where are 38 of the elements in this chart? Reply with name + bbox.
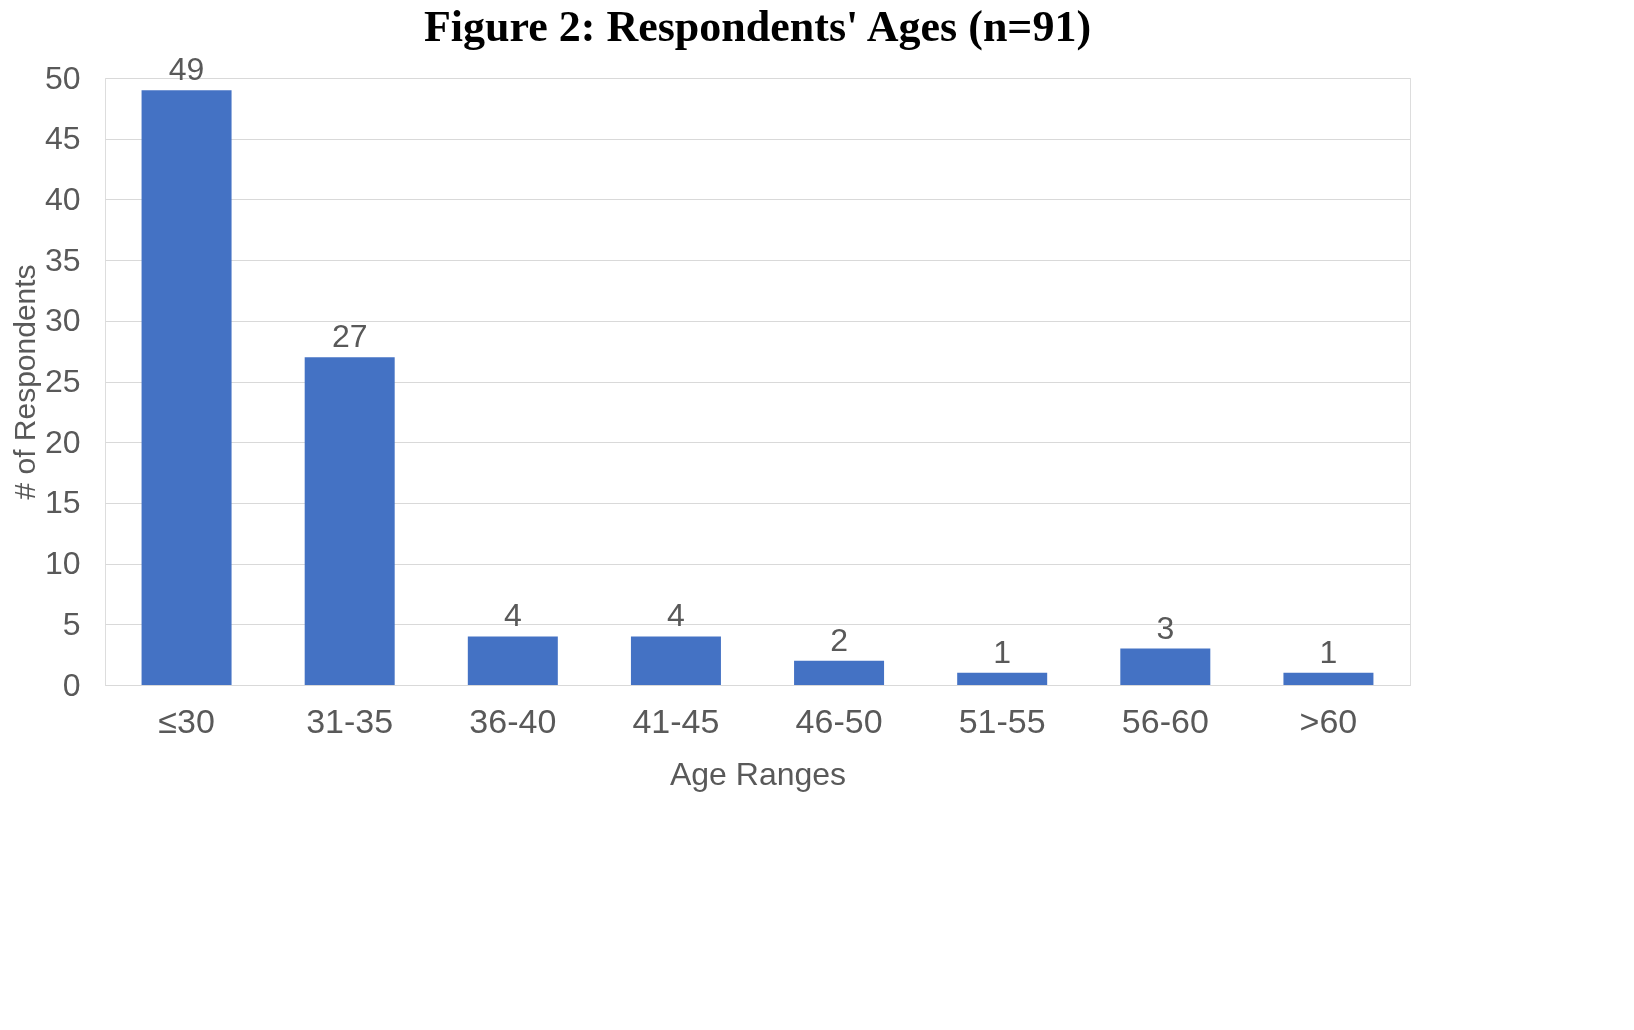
bar [794, 660, 885, 685]
y-tick-label: 40 [44, 180, 81, 217]
x-tick-label: 51-55 [958, 701, 1046, 740]
bar [304, 357, 395, 685]
y-tick-label: 20 [44, 423, 81, 460]
x-tick-label: ≤30 [158, 701, 215, 740]
data-label: 1 [993, 633, 1012, 670]
data-label: 4 [503, 597, 522, 634]
x-axis-title: Age Ranges [669, 755, 847, 792]
x-tick-label: 41-45 [632, 701, 720, 740]
x-tick-label: 46-50 [795, 701, 883, 740]
data-label: 4 [667, 597, 685, 634]
x-tick-label: 56-60 [1121, 701, 1209, 740]
data-label: 49 [168, 51, 205, 88]
x-tick-label: >60 [1299, 701, 1358, 740]
y-tick-label: 35 [44, 241, 81, 278]
y-tick-label: 0 [62, 666, 81, 703]
y-tick-label: 30 [44, 302, 81, 339]
y-tick-label: 5 [62, 605, 81, 642]
data-label: 27 [331, 318, 368, 355]
data-label: 3 [1156, 609, 1175, 646]
x-tick-label: 31-35 [306, 701, 394, 740]
bar [1283, 672, 1374, 685]
bar [1120, 648, 1211, 685]
y-tick-label: 45 [44, 120, 81, 157]
data-label: 2 [830, 621, 848, 658]
y-tick-label: 25 [44, 363, 81, 399]
bar [467, 636, 558, 685]
chart-title: Figure 2: Respondents' Ages (n=91) [423, 2, 1092, 52]
bar [630, 636, 721, 685]
x-tick-label: 36-40 [469, 701, 557, 740]
y-tick-label: 10 [44, 545, 81, 582]
y-axis-title: # of Respondents [7, 264, 41, 500]
bar [957, 672, 1048, 685]
y-tick-label: 50 [44, 59, 81, 96]
bar [141, 90, 232, 685]
data-label: 1 [1319, 633, 1338, 670]
y-tick-label: 15 [44, 484, 81, 521]
